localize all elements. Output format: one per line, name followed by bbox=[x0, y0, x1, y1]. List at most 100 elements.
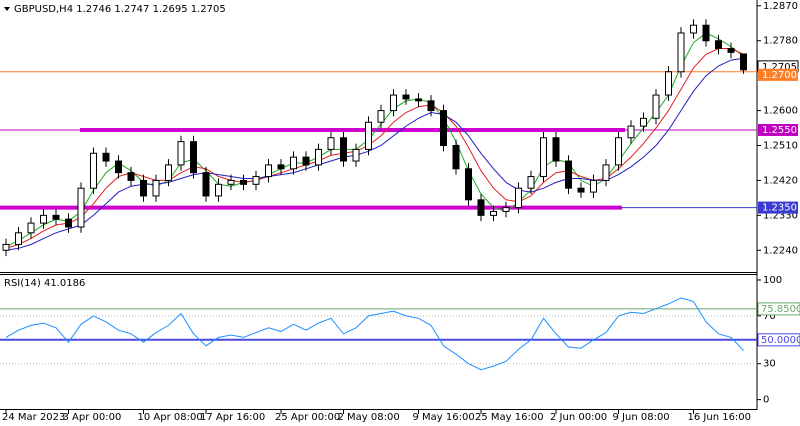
candle-body bbox=[690, 24, 697, 34]
candle-body bbox=[90, 152, 97, 189]
candle-body bbox=[177, 141, 185, 166]
candle-body bbox=[202, 172, 210, 197]
candle-body bbox=[677, 32, 685, 73]
candle-body bbox=[727, 48, 735, 53]
y-tick-label: 1.2780 bbox=[763, 36, 798, 47]
candle-body bbox=[277, 164, 285, 170]
collapse-arrow bbox=[4, 7, 10, 11]
candle-body bbox=[715, 40, 722, 50]
y-tick-label: 70 bbox=[763, 311, 776, 322]
candle-body bbox=[515, 187, 522, 209]
y-tick-label: 0 bbox=[763, 395, 769, 406]
indicator-level-box bbox=[757, 333, 800, 347]
x-tick-label: 2 Jun 00:00 bbox=[550, 412, 607, 423]
candle-body bbox=[152, 179, 160, 197]
x-tick-label: 16 Jun 16:00 bbox=[688, 412, 752, 423]
x-tick-label: 10 Apr 08:00 bbox=[138, 412, 203, 423]
candle-body bbox=[552, 137, 560, 162]
candle-body bbox=[390, 94, 397, 112]
candle-body bbox=[327, 137, 335, 150]
last-price-label: 1.2705 bbox=[762, 62, 797, 73]
x-tick-label: 2 May 08:00 bbox=[338, 412, 400, 423]
indicator-level-label: 75.8500 bbox=[761, 304, 800, 315]
y-tick-label: 1.2330 bbox=[763, 210, 798, 221]
candle-body bbox=[77, 187, 85, 228]
candle-body bbox=[265, 164, 272, 178]
candle-body bbox=[490, 210, 497, 216]
candle-body bbox=[102, 152, 110, 162]
candle-body bbox=[2, 243, 10, 251]
candle-body bbox=[602, 164, 610, 181]
candle-body bbox=[665, 71, 672, 96]
candle-body bbox=[252, 176, 260, 185]
y-tick-label: 100 bbox=[763, 275, 782, 286]
indicator-level-box bbox=[757, 302, 800, 316]
candle-body bbox=[565, 160, 572, 189]
y-tick-label: 30 bbox=[763, 359, 776, 370]
candle-body bbox=[127, 172, 135, 181]
candle-body bbox=[502, 207, 510, 212]
candle-body bbox=[577, 187, 585, 193]
candle-body bbox=[452, 145, 460, 170]
candle-body bbox=[302, 156, 310, 166]
candle-body bbox=[52, 214, 60, 220]
candle-body bbox=[465, 168, 472, 201]
y-tick-label: 1.2510 bbox=[763, 141, 798, 152]
indicator-level-label: 50.0000 bbox=[761, 335, 800, 346]
indicator-title: RSI(14) 41.0186 bbox=[4, 278, 85, 289]
moving-average bbox=[5, 57, 744, 251]
x-tick-label: 25 May 16:00 bbox=[475, 412, 544, 423]
candle-body bbox=[115, 160, 122, 174]
y-tick-label: 1.2240 bbox=[763, 245, 798, 256]
y-tick-label: 1.2870 bbox=[763, 1, 798, 12]
candle-body bbox=[377, 110, 385, 123]
candle-body bbox=[165, 164, 172, 181]
candle-body bbox=[640, 117, 647, 127]
candle-body bbox=[615, 137, 622, 166]
candle-body bbox=[402, 94, 410, 100]
candle-body bbox=[65, 218, 72, 228]
candle-body bbox=[652, 94, 660, 119]
level-label-box bbox=[758, 68, 798, 81]
candle-body bbox=[740, 53, 747, 71]
level-label: 1.2550 bbox=[762, 125, 797, 136]
candle-body bbox=[240, 179, 247, 185]
candle-body bbox=[527, 176, 535, 189]
candle-body bbox=[227, 179, 235, 185]
candle-body bbox=[440, 110, 447, 147]
candle-body bbox=[40, 214, 47, 224]
x-tick-label: 25 Apr 00:00 bbox=[275, 412, 340, 423]
candle-body bbox=[627, 125, 635, 139]
rsi-line bbox=[5, 297, 744, 371]
x-tick-label: 9 May 16:00 bbox=[413, 412, 475, 423]
y-tick-label: 1.2420 bbox=[763, 175, 798, 186]
x-tick-label: 3 Apr 00:00 bbox=[63, 412, 122, 423]
candle-body bbox=[290, 156, 297, 170]
candle-body bbox=[477, 199, 485, 216]
candle-body bbox=[315, 148, 322, 166]
level-label: 1.2700 bbox=[762, 70, 797, 81]
x-tick-label: 17 Apr 16:00 bbox=[200, 412, 265, 423]
candle-body bbox=[340, 137, 347, 162]
candle-body bbox=[590, 179, 597, 193]
candle-body bbox=[702, 24, 710, 42]
candle-body bbox=[190, 141, 197, 174]
x-tick-label: 24 Mar 2023 bbox=[2, 412, 65, 423]
candle-body bbox=[15, 232, 22, 245]
candle-body bbox=[27, 222, 35, 234]
chart-title: GBPUSD,H4 1.2746 1.2747 1.2695 1.2705 bbox=[14, 4, 226, 15]
candle-body bbox=[427, 100, 435, 112]
candle-body bbox=[540, 137, 547, 178]
level-label-box bbox=[758, 201, 798, 214]
candle-body bbox=[352, 148, 360, 162]
y-tick-label: 1.2600 bbox=[763, 106, 798, 117]
candle-body bbox=[140, 179, 147, 197]
candle-body bbox=[365, 121, 372, 150]
level-label-box bbox=[758, 123, 798, 136]
candle-body bbox=[415, 98, 422, 102]
x-tick-label: 9 Jun 08:00 bbox=[613, 412, 670, 423]
level-label: 1.2350 bbox=[762, 203, 797, 214]
candle-body bbox=[215, 183, 222, 197]
